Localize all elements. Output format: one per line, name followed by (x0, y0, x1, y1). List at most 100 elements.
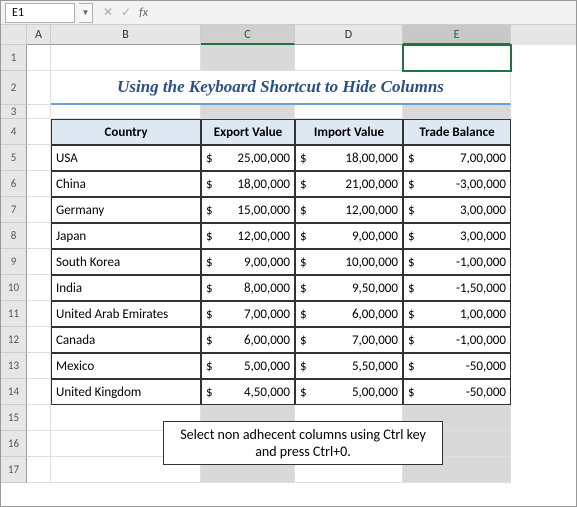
name-box-dropdown[interactable]: ▼ (79, 3, 93, 23)
col-header-e[interactable]: E (403, 25, 511, 45)
row-header[interactable]: 6 (1, 171, 27, 197)
td-balance[interactable]: $-1,00,000 (403, 327, 511, 353)
row-header[interactable]: 2 (1, 71, 27, 105)
td-import[interactable]: $18,00,000 (295, 145, 403, 171)
td-export[interactable]: $15,00,000 (201, 197, 295, 223)
row-header[interactable]: 5 (1, 145, 27, 171)
cell[interactable] (27, 119, 51, 145)
td-import[interactable]: $5,50,000 (295, 353, 403, 379)
row-header[interactable]: 7 (1, 197, 27, 223)
row-header[interactable]: 12 (1, 327, 27, 353)
col-header-b[interactable]: B (51, 25, 201, 45)
td-export[interactable]: $8,00,000 (201, 275, 295, 301)
cell[interactable] (27, 45, 51, 71)
cell[interactable] (51, 105, 201, 119)
cell[interactable] (27, 171, 51, 197)
col-header-a[interactable]: A (27, 25, 51, 45)
td-country[interactable]: United Arab Emirates (51, 301, 201, 327)
td-country[interactable]: South Korea (51, 249, 201, 275)
cell[interactable] (27, 105, 51, 119)
th-export[interactable]: Export Value (201, 119, 295, 145)
td-balance[interactable]: $-50,000 (403, 353, 511, 379)
column-headers: A B C D E (1, 25, 576, 45)
cell[interactable] (27, 431, 51, 457)
cell[interactable] (403, 105, 511, 119)
cell[interactable] (295, 45, 403, 71)
td-balance[interactable]: $3,00,000 (403, 223, 511, 249)
cell[interactable] (27, 379, 51, 405)
td-import[interactable]: $5,00,000 (295, 379, 403, 405)
row-header[interactable]: 15 (1, 405, 27, 431)
th-import[interactable]: Import Value (295, 119, 403, 145)
td-country[interactable]: India (51, 275, 201, 301)
td-country[interactable]: Canada (51, 327, 201, 353)
td-import[interactable]: $21,00,000 (295, 171, 403, 197)
cell[interactable] (201, 45, 295, 71)
cell-active[interactable] (403, 45, 511, 71)
td-country[interactable]: United Kingdom (51, 379, 201, 405)
cell[interactable] (27, 197, 51, 223)
td-balance[interactable]: $1,00,000 (403, 301, 511, 327)
cell[interactable] (27, 145, 51, 171)
row-header[interactable]: 3 (1, 105, 27, 119)
row-header[interactable]: 13 (1, 353, 27, 379)
select-all-corner[interactable] (1, 25, 27, 45)
td-export[interactable]: $18,00,000 (201, 171, 295, 197)
cell[interactable] (51, 45, 201, 71)
table-row: China$18,00,000$21,00,000$-3,00,000 (27, 171, 576, 197)
td-country[interactable]: Germany (51, 197, 201, 223)
row-header[interactable]: 11 (1, 301, 27, 327)
cell[interactable] (27, 327, 51, 353)
name-box[interactable]: E1 (5, 3, 75, 23)
td-balance[interactable]: $-3,00,000 (403, 171, 511, 197)
td-import[interactable]: $10,00,000 (295, 249, 403, 275)
cell[interactable] (27, 275, 51, 301)
cell[interactable] (27, 223, 51, 249)
cell[interactable] (27, 249, 51, 275)
table-row: Canada$6,00,000$7,00,000$-1,00,000 (27, 327, 576, 353)
row-header[interactable]: 9 (1, 249, 27, 275)
td-balance[interactable]: $-1,50,000 (403, 275, 511, 301)
cell[interactable] (27, 405, 51, 431)
cell[interactable] (27, 71, 51, 105)
row-header[interactable]: 10 (1, 275, 27, 301)
th-balance[interactable]: Trade Balance (403, 119, 511, 145)
td-export[interactable]: $12,00,000 (201, 223, 295, 249)
cell[interactable] (27, 457, 51, 483)
td-export[interactable]: $9,00,000 (201, 249, 295, 275)
cell[interactable] (27, 301, 51, 327)
row-header[interactable]: 4 (1, 119, 27, 145)
td-country[interactable]: Mexico (51, 353, 201, 379)
td-export[interactable]: $7,00,000 (201, 301, 295, 327)
row-header[interactable]: 16 (1, 431, 27, 457)
row-header[interactable]: 14 (1, 379, 27, 405)
td-export[interactable]: $4,50,000 (201, 379, 295, 405)
td-import[interactable]: $12,00,000 (295, 197, 403, 223)
row-header[interactable]: 1 (1, 45, 27, 71)
check-icon: ✓ (121, 5, 131, 20)
td-balance[interactable]: $3,00,000 (403, 197, 511, 223)
row-header[interactable]: 17 (1, 457, 27, 483)
td-country[interactable]: USA (51, 145, 201, 171)
td-import[interactable]: $6,00,000 (295, 301, 403, 327)
cell[interactable] (27, 353, 51, 379)
td-balance[interactable]: $-1,00,000 (403, 249, 511, 275)
col-header-d[interactable]: D (295, 25, 403, 45)
td-balance[interactable]: $7,00,000 (403, 145, 511, 171)
td-country[interactable]: Japan (51, 223, 201, 249)
td-balance[interactable]: $-50,000 (403, 379, 511, 405)
th-country[interactable]: Country (51, 119, 201, 145)
cell[interactable] (295, 105, 403, 119)
cell[interactable] (201, 105, 295, 119)
col-header-c[interactable]: C (201, 25, 295, 45)
cells-area[interactable]: Using the Keyboard Shortcut to Hide Colu… (27, 45, 576, 483)
td-export[interactable]: $5,00,000 (201, 353, 295, 379)
td-export[interactable]: $6,00,000 (201, 327, 295, 353)
td-import[interactable]: $9,50,000 (295, 275, 403, 301)
td-import[interactable]: $9,00,000 (295, 223, 403, 249)
row-header[interactable]: 8 (1, 223, 27, 249)
td-country[interactable]: China (51, 171, 201, 197)
fx-icon[interactable]: fx (139, 6, 148, 20)
td-export[interactable]: $25,00,000 (201, 145, 295, 171)
td-import[interactable]: $7,00,000 (295, 327, 403, 353)
